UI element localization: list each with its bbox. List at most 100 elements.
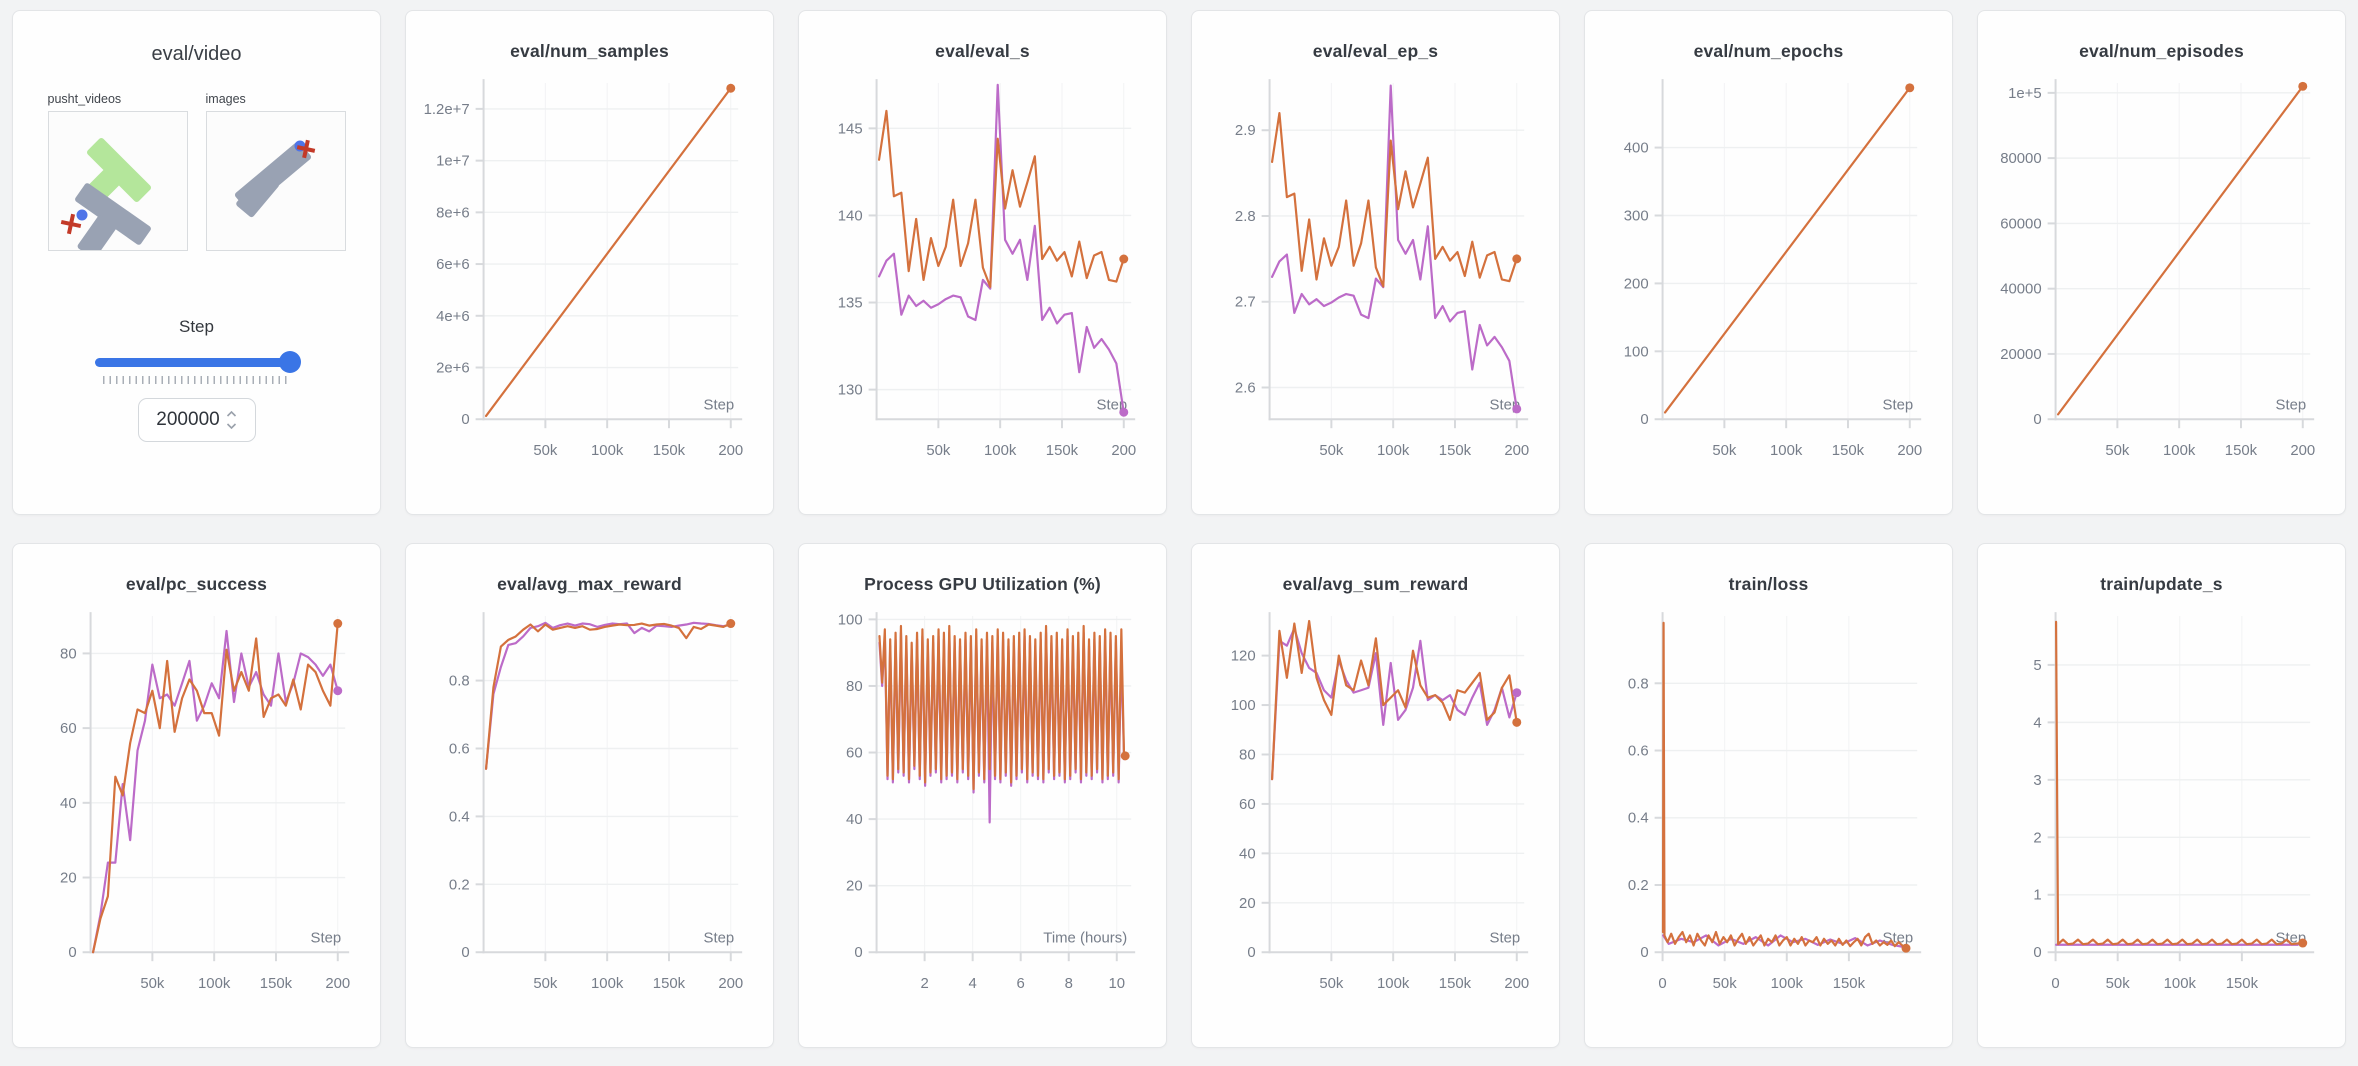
tick-labels: 0 20 40 60 80 100 2 4 6 8 10 Time (hours) (838, 612, 1127, 992)
series-orange (877, 109, 1125, 288)
series-orange (878, 624, 1126, 791)
axes (868, 612, 1136, 962)
svg-text:0: 0 (461, 412, 469, 428)
svg-text:40: 40 (1239, 846, 1256, 862)
thumb-images[interactable] (205, 111, 346, 251)
series-orange (484, 87, 732, 418)
series-end-dot-orange (2298, 81, 2308, 91)
series-lines (91, 622, 339, 954)
series-lines (878, 624, 1126, 824)
step-slider-track[interactable] (94, 358, 299, 367)
axes (82, 612, 350, 962)
gridlines (2055, 83, 2311, 420)
svg-text:150k: 150k (2226, 976, 2259, 992)
chart-panel-eval-num-epochs[interactable]: eval/num_epochs 0 100 200 300 400 50k 100k 150k 2… (1584, 10, 1953, 515)
series-orange (484, 622, 732, 770)
svg-text:80000: 80000 (2000, 151, 2041, 167)
chart-panel-eval-pc-success[interactable]: eval/pc_success 0 20 40 60 80 50k 100k 150k 200 St… (12, 543, 381, 1048)
gridlines (483, 616, 739, 953)
svg-text:200: 200 (718, 443, 743, 459)
chart-title: eval/avg_max_reward (497, 574, 682, 594)
svg-text:150k: 150k (1439, 443, 1472, 459)
gridlines (1662, 83, 1918, 420)
series-purple (877, 83, 1125, 414)
svg-text:100k: 100k (984, 443, 1017, 459)
svg-text:0: 0 (461, 945, 469, 961)
chart-panel-train-loss[interactable]: train/loss 0 0.2 0.4 0.6 0.8 0 50k 100k 150k Step (1584, 543, 1953, 1048)
chart-title: train/loss (1728, 574, 1809, 594)
series-end-dot-orange (1901, 943, 1911, 953)
svg-text:100k: 100k (1771, 976, 1804, 992)
chart-title: eval/num_samples (510, 41, 669, 61)
series-lines (1663, 86, 1911, 414)
series-purple (1270, 84, 1518, 411)
step-value-input[interactable]: 200000 (137, 398, 256, 442)
series-lines (1270, 619, 1518, 781)
media-panel-eval-video[interactable]: eval/video pusht_videos (12, 10, 381, 515)
chart-plot[interactable]: 0 20 40 60 80 100 2 4 6 8 10 Time (hours) (799, 601, 1166, 1021)
chart-panel-eval-eval-s[interactable]: eval/eval_s 130 135 140 145 50k 100k 150k 200 Ste… (798, 10, 1167, 515)
svg-text:20: 20 (60, 870, 77, 886)
chart-panel-eval-eval-ep-s[interactable]: eval/eval_ep_s 2.6 2.7 2.8 2.9 50k 100k 150k 200… (1191, 10, 1560, 515)
chart-title: eval/eval_s (935, 41, 1030, 61)
series-orange (1270, 112, 1518, 288)
step-value[interactable]: 200000 (156, 409, 220, 430)
chart-panel-eval-num-episodes[interactable]: eval/num_episodes 0 20000 40000 60000 80000 1e… (1977, 10, 2346, 515)
stepper-arrows-icon[interactable] (226, 409, 237, 431)
svg-text:200: 200 (2290, 443, 2315, 459)
svg-text:135: 135 (838, 296, 863, 312)
x-axis-label: Step (1883, 397, 1914, 413)
chart-plot[interactable]: 0 20 40 60 80 50k 100k 150k 200 Step (13, 601, 380, 1021)
thumb-pusht-videos[interactable] (47, 111, 188, 259)
thumb-label-pusht-videos: pusht_videos (47, 92, 122, 106)
svg-text:150k: 150k (1439, 976, 1472, 992)
svg-text:2e+6: 2e+6 (436, 360, 470, 376)
chart-plot[interactable]: 0 0.2 0.4 0.6 0.8 50k 100k 150k 200 Step (406, 601, 773, 1021)
chart-panel-process-gpu-utilization-[interactable]: Process GPU Utilization (%) 0 20 40 60 80 100 2… (798, 543, 1167, 1048)
chart-panel-eval-avg-sum-reward[interactable]: eval/avg_sum_reward 0 20 40 60 80 100 120 50k 100… (1191, 543, 1560, 1048)
svg-text:60: 60 (1239, 797, 1256, 813)
chart-plot[interactable]: 0 20 40 60 80 100 120 50k 100k 150k 200 Step (1192, 601, 1559, 1021)
chart-plot[interactable]: 0 20000 40000 60000 80000 1e+5 50k 100k 150k 200 S… (1978, 68, 2345, 488)
svg-text:0: 0 (68, 945, 76, 961)
series-lines (1661, 621, 1908, 950)
svg-text:100k: 100k (591, 976, 624, 992)
svg-text:50k: 50k (533, 443, 558, 459)
x-axis-label: Step (1097, 397, 1128, 413)
chart-panel-eval-num-samples[interactable]: eval/num_samples 0 2e+6 4e+6 6e+6 8e+6 1e+7 1.2… (405, 10, 774, 515)
step-slider[interactable] (94, 351, 301, 373)
svg-text:145: 145 (838, 121, 863, 137)
svg-text:50k: 50k (2105, 443, 2130, 459)
series-end-dot-orange (1512, 254, 1522, 264)
tick-labels: 0 20000 40000 60000 80000 1e+5 50k 100k 150k 200 S… (2000, 86, 2315, 459)
svg-text:100k: 100k (2164, 976, 2197, 992)
svg-text:2: 2 (920, 976, 928, 992)
series-lines (484, 87, 732, 418)
svg-text:0: 0 (2033, 412, 2041, 428)
tick-labels: 0 2e+6 4e+6 6e+6 8e+6 1e+7 1.2e+7 50k 100k 150k 20… (424, 102, 744, 459)
svg-text:0.2: 0.2 (1628, 878, 1649, 894)
svg-text:300: 300 (1624, 208, 1649, 224)
svg-text:200: 200 (1504, 443, 1529, 459)
svg-text:2.6: 2.6 (1235, 380, 1256, 396)
axes (1654, 612, 1922, 962)
gray-t-stem (235, 171, 279, 218)
svg-text:20: 20 (846, 879, 863, 895)
chart-panel-eval-avg-max-reward[interactable]: eval/avg_max_reward 0 0.2 0.4 0.6 0.8 50k 100k 1… (405, 543, 774, 1048)
chart-plot[interactable]: 130 135 140 145 50k 100k 150k 200 Step (799, 68, 1166, 488)
series-orange (2054, 620, 2304, 946)
chart-plot[interactable]: 0 100 200 300 400 50k 100k 150k 200 Step (1585, 68, 1952, 488)
chart-panel-train-update-s[interactable]: train/update_s 0 1 2 3 4 5 0 50k 100k 150k Step (1977, 543, 2346, 1048)
svg-text:150k: 150k (1833, 976, 1866, 992)
gridlines (1662, 616, 1918, 953)
goal-cross (296, 139, 315, 159)
series-end-dot-orange (726, 83, 736, 93)
step-slider-thumb[interactable] (278, 351, 301, 373)
chart-plot[interactable]: 0 2e+6 4e+6 6e+6 8e+6 1e+7 1.2e+7 50k 100k 150k 20… (406, 68, 773, 488)
series-lines (877, 83, 1125, 414)
